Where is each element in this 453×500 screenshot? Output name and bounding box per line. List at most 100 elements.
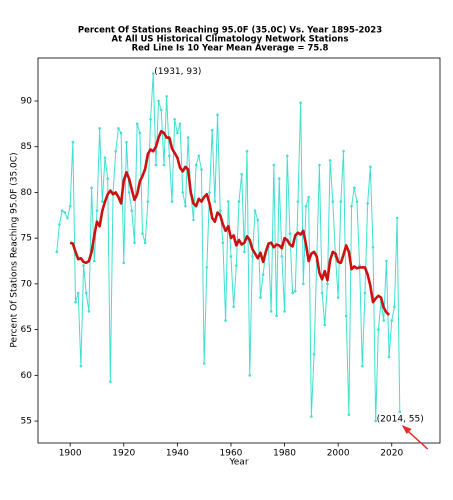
data-point <box>251 255 254 258</box>
data-point <box>168 154 171 158</box>
data-point <box>355 200 359 203</box>
data-point <box>60 209 64 213</box>
y-tick-label: 55 <box>21 417 32 427</box>
data-point <box>125 140 128 144</box>
data-point <box>387 355 391 359</box>
data-point <box>184 204 187 208</box>
data-point <box>366 202 369 205</box>
annotation: (2014, 55) <box>377 415 424 425</box>
data-point <box>63 211 67 214</box>
data-point <box>240 172 243 176</box>
data-point <box>200 168 203 171</box>
chart-title: Percent Of Stations Reaching 95.0F (35.0… <box>78 26 382 36</box>
data-point <box>210 128 214 132</box>
data-point <box>235 264 238 267</box>
data-point <box>350 204 353 208</box>
data-point <box>224 319 227 322</box>
data-point <box>55 250 59 254</box>
data-point <box>382 319 386 322</box>
series-line <box>69 129 391 316</box>
data-point <box>84 291 88 295</box>
data-point <box>87 310 91 313</box>
x-tick-label: 1940 <box>166 449 189 459</box>
data-point <box>336 296 340 299</box>
data-point <box>360 364 364 368</box>
data-point <box>181 191 185 194</box>
x-tick-label: 2020 <box>380 449 403 459</box>
x-tick-label: 2000 <box>327 449 350 459</box>
chart-title: At All US Historical Climatology Network… <box>112 35 349 45</box>
y-tick-label: 85 <box>21 142 32 152</box>
data-point <box>302 282 305 286</box>
data-point <box>385 259 388 263</box>
data-point <box>117 127 120 130</box>
data-point <box>248 374 252 377</box>
data-point <box>310 415 313 418</box>
x-tick-label: 1920 <box>112 449 135 459</box>
data-point <box>159 108 163 112</box>
x-tick-label: 1960 <box>220 449 243 459</box>
y-tick-label: 80 <box>21 188 33 198</box>
data-point <box>208 191 211 194</box>
data-point <box>243 250 246 254</box>
data-point <box>92 259 96 263</box>
data-point <box>307 195 310 199</box>
data-point <box>133 241 136 245</box>
data-point <box>79 364 83 368</box>
data-point <box>259 296 262 299</box>
x-axis-label: Year <box>228 458 248 468</box>
data-point <box>339 200 343 203</box>
data-point <box>285 154 289 158</box>
data-point <box>229 255 233 258</box>
data-point <box>165 95 168 98</box>
data-point <box>173 117 176 121</box>
data-point <box>151 72 155 75</box>
y-tick-label: 75 <box>21 234 32 244</box>
data-point <box>288 232 292 235</box>
data-point <box>261 273 265 277</box>
x-tick-label: 1900 <box>59 449 82 459</box>
data-point <box>395 216 399 220</box>
chart-title: Red Line Is 10 Year Mean Average = 75.8 <box>132 44 329 54</box>
data-point <box>393 305 396 309</box>
data-point <box>232 305 235 309</box>
data-point <box>170 200 174 203</box>
data-point <box>299 101 302 105</box>
annotation-arrow <box>405 428 429 450</box>
plot-frame <box>37 57 441 444</box>
data-point <box>68 204 72 208</box>
data-point <box>157 99 160 103</box>
data-point <box>318 163 321 167</box>
data-point <box>363 291 367 295</box>
data-point <box>272 163 276 167</box>
data-point <box>149 117 152 121</box>
data-point <box>342 149 345 153</box>
data-point <box>197 154 201 158</box>
data-point <box>109 380 112 384</box>
data-point <box>114 149 118 153</box>
data-point <box>122 261 126 265</box>
data-point <box>74 300 77 304</box>
data-point <box>347 413 351 416</box>
data-point <box>371 245 375 249</box>
data-point <box>178 122 182 126</box>
data-point <box>377 328 380 331</box>
y-tick-label: 60 <box>21 371 33 381</box>
data-point <box>218 209 222 213</box>
data-point <box>205 266 209 269</box>
data-point <box>98 127 101 130</box>
data-point <box>143 241 147 245</box>
data-point <box>135 122 139 126</box>
data-point <box>103 156 107 159</box>
data-point <box>82 264 85 267</box>
data-point <box>323 323 327 327</box>
data-point <box>320 291 324 295</box>
y-tick-label: 70 <box>21 279 33 289</box>
data-point <box>256 218 260 222</box>
data-point <box>66 216 69 220</box>
x-tick-label: 1980 <box>273 449 296 459</box>
data-point <box>202 362 206 365</box>
data-point <box>331 200 335 203</box>
data-point <box>95 209 99 213</box>
data-point <box>275 314 278 318</box>
